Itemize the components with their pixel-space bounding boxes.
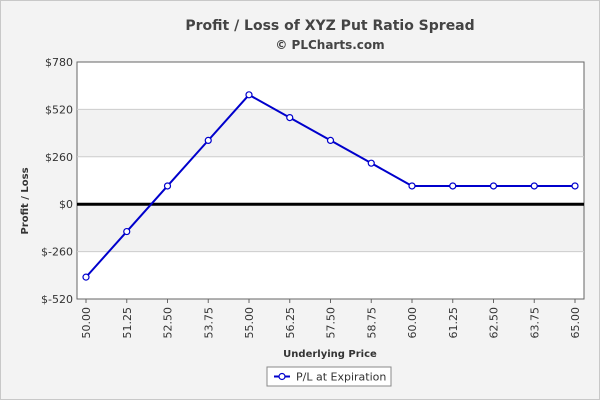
x-tick-label: 55.00 bbox=[243, 307, 256, 339]
plot-band bbox=[77, 251, 584, 299]
series-layer bbox=[82, 91, 579, 281]
chart-subtitle: © PLCharts.com bbox=[275, 38, 384, 52]
data-point bbox=[489, 182, 498, 190]
x-tick-label: 50.00 bbox=[80, 307, 93, 339]
y-tick-label: $520 bbox=[45, 103, 73, 116]
x-tick-label: 62.50 bbox=[488, 307, 501, 339]
y-tick-label: $0 bbox=[59, 198, 73, 211]
x-tick-label: 51.25 bbox=[121, 307, 134, 339]
data-point bbox=[530, 182, 538, 190]
data-point bbox=[163, 182, 172, 190]
x-tick-label: 58.75 bbox=[365, 307, 378, 339]
x-tick-label: 53.75 bbox=[202, 307, 215, 339]
x-tick-label: 63.75 bbox=[528, 307, 541, 339]
x-axis-label: Underlying Price bbox=[283, 349, 377, 360]
data-point bbox=[449, 182, 457, 190]
grid-lines bbox=[77, 108, 584, 253]
plot-band bbox=[77, 204, 584, 252]
legend-marker-swatch bbox=[278, 372, 286, 381]
y-axis-ticks: $780 $520 $260 $0 $-260 $-520 bbox=[41, 56, 73, 306]
y-tick-label: $780 bbox=[45, 56, 73, 69]
data-point bbox=[204, 136, 212, 144]
legend-entry: P/L at Expiration bbox=[296, 371, 386, 384]
x-tick-label: 56.25 bbox=[284, 307, 297, 339]
x-tick-label: 61.25 bbox=[447, 307, 460, 339]
legend-box bbox=[266, 366, 392, 387]
legend: P/L at Expiration bbox=[266, 366, 392, 387]
data-point bbox=[367, 159, 375, 167]
plot-bands bbox=[77, 62, 584, 299]
y-tick-label: $-260 bbox=[41, 246, 73, 259]
data-point bbox=[326, 136, 335, 144]
y-tick-label: $260 bbox=[45, 151, 73, 164]
plot-band bbox=[77, 109, 584, 157]
y-axis-label: Profit / Loss bbox=[20, 167, 31, 234]
plot-band bbox=[77, 156, 584, 205]
chart-title: Profit / Loss of XYZ Put Ratio Spread bbox=[185, 18, 474, 34]
x-axis-ticks: 50.00 51.25 52.50 53.75 55.00 56.25 57.50 58.75… bbox=[80, 299, 582, 339]
data-point bbox=[82, 273, 90, 281]
data-point bbox=[408, 182, 416, 190]
x-tick-label: 60.00 bbox=[406, 307, 419, 339]
y-tick-label: $-520 bbox=[41, 293, 73, 306]
data-point bbox=[245, 91, 253, 99]
x-tick-label: 57.50 bbox=[325, 307, 338, 339]
x-tick-label: 65.00 bbox=[569, 307, 582, 339]
x-tick-label: 52.50 bbox=[162, 307, 175, 339]
data-point bbox=[571, 182, 579, 190]
plot-band bbox=[77, 62, 584, 110]
data-point bbox=[286, 114, 294, 122]
data-point bbox=[123, 227, 131, 236]
